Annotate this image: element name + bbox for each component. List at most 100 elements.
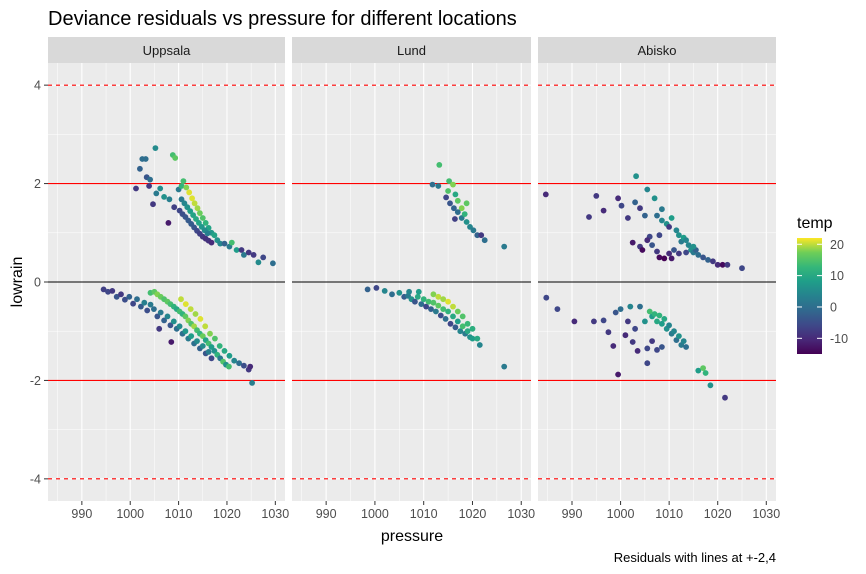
x-tick-label: 1010 bbox=[410, 507, 438, 521]
data-point bbox=[454, 318, 461, 325]
data-point bbox=[166, 196, 173, 203]
data-point bbox=[501, 363, 508, 370]
data-point bbox=[710, 258, 716, 265]
data-point bbox=[144, 307, 151, 314]
data-point bbox=[651, 195, 658, 202]
legend-tick-label: 10 bbox=[830, 269, 844, 283]
data-point bbox=[543, 294, 550, 301]
data-point bbox=[182, 328, 189, 335]
data-point bbox=[683, 344, 689, 350]
data-point bbox=[164, 313, 171, 320]
data-point bbox=[642, 318, 648, 325]
data-point bbox=[142, 156, 149, 162]
data-point bbox=[147, 176, 154, 183]
legend-colorbar bbox=[797, 238, 822, 354]
data-point bbox=[450, 181, 456, 188]
data-point bbox=[425, 298, 432, 305]
legend-ticks: 20 10 0 -10 bbox=[797, 238, 848, 346]
data-point bbox=[270, 260, 276, 267]
data-point bbox=[461, 211, 468, 218]
x-tick-label: 1020 bbox=[704, 507, 732, 521]
data-point bbox=[476, 342, 483, 348]
facet-strip-label: Abisko bbox=[637, 43, 676, 58]
data-point bbox=[632, 199, 638, 206]
data-point bbox=[157, 185, 164, 192]
data-point bbox=[202, 323, 209, 330]
data-point bbox=[199, 215, 206, 221]
data-point bbox=[186, 189, 193, 196]
data-point bbox=[478, 232, 485, 239]
data-point bbox=[412, 298, 418, 305]
data-point bbox=[627, 303, 634, 310]
data-point bbox=[205, 349, 212, 355]
data-point bbox=[187, 208, 194, 215]
data-point bbox=[501, 243, 508, 250]
data-point bbox=[161, 317, 168, 324]
data-point bbox=[700, 365, 706, 371]
data-point bbox=[622, 332, 629, 339]
data-point bbox=[221, 240, 228, 247]
data-point bbox=[191, 200, 198, 207]
data-point bbox=[373, 285, 380, 291]
data-point bbox=[241, 252, 247, 258]
y-tick-label: 0 bbox=[34, 276, 41, 290]
data-point bbox=[192, 311, 199, 317]
data-point bbox=[454, 197, 461, 204]
legend-tick-label: 20 bbox=[830, 238, 844, 252]
facet-strip bbox=[292, 37, 531, 63]
data-point bbox=[216, 343, 223, 349]
data-point bbox=[457, 328, 464, 335]
data-point bbox=[138, 303, 144, 310]
data-point bbox=[707, 382, 714, 389]
data-point bbox=[695, 367, 702, 374]
data-point bbox=[615, 195, 621, 202]
data-point bbox=[428, 306, 434, 312]
data-point bbox=[249, 380, 256, 386]
data-point bbox=[183, 184, 190, 191]
data-point bbox=[469, 325, 476, 332]
facet-abisko: Abisko 990 1000 1010 1020 1030 bbox=[538, 37, 780, 521]
data-point bbox=[676, 250, 682, 257]
facet-strip-label: Lund bbox=[397, 43, 426, 58]
data-point bbox=[178, 196, 185, 203]
x-tick-label: 1000 bbox=[607, 507, 635, 521]
data-point bbox=[586, 214, 592, 220]
data-point bbox=[247, 363, 254, 370]
data-point bbox=[656, 312, 663, 319]
data-point bbox=[463, 200, 470, 207]
data-point bbox=[464, 328, 471, 335]
data-point bbox=[671, 247, 677, 253]
data-point bbox=[637, 303, 643, 310]
data-point bbox=[452, 216, 458, 222]
data-point bbox=[157, 309, 164, 316]
data-point bbox=[605, 329, 612, 336]
y-tick-label: -4 bbox=[30, 472, 41, 486]
data-point bbox=[470, 227, 477, 234]
data-point bbox=[440, 296, 447, 303]
data-point bbox=[165, 220, 172, 226]
data-point bbox=[452, 191, 459, 198]
data-point bbox=[554, 306, 561, 312]
facet-strip bbox=[538, 37, 776, 63]
data-point bbox=[443, 194, 449, 201]
data-point bbox=[454, 308, 461, 315]
legend-tick-label: -10 bbox=[830, 332, 848, 346]
data-point bbox=[423, 303, 429, 310]
data-point bbox=[469, 335, 476, 342]
data-point bbox=[212, 335, 218, 342]
data-point bbox=[126, 293, 133, 300]
x-tick-label: 1030 bbox=[261, 507, 289, 521]
data-point bbox=[654, 318, 660, 325]
data-point bbox=[180, 178, 187, 185]
x-tick-label: 1020 bbox=[459, 507, 487, 521]
data-point bbox=[719, 261, 726, 268]
data-point bbox=[649, 338, 655, 344]
data-point bbox=[208, 355, 215, 362]
x-tick-label: 1030 bbox=[507, 507, 535, 521]
data-point bbox=[228, 239, 235, 246]
data-point bbox=[109, 288, 116, 294]
data-point bbox=[661, 255, 668, 262]
data-point bbox=[133, 185, 139, 192]
data-point bbox=[459, 313, 466, 320]
data-point bbox=[156, 325, 163, 332]
